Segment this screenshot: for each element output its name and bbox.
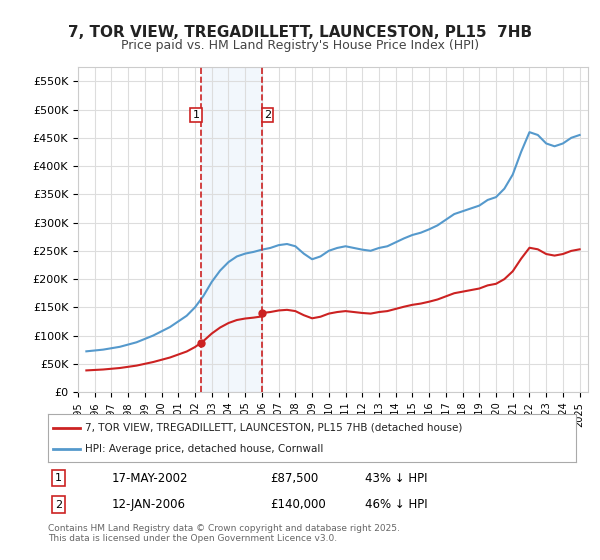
Text: 17-MAY-2002: 17-MAY-2002	[112, 472, 188, 484]
Text: HPI: Average price, detached house, Cornwall: HPI: Average price, detached house, Corn…	[85, 444, 323, 454]
Text: 7, TOR VIEW, TREGADILLETT, LAUNCESTON, PL15  7HB: 7, TOR VIEW, TREGADILLETT, LAUNCESTON, P…	[68, 25, 532, 40]
Text: £140,000: £140,000	[270, 498, 326, 511]
Text: 1: 1	[55, 473, 62, 483]
Text: £87,500: £87,500	[270, 472, 318, 484]
Text: Contains HM Land Registry data © Crown copyright and database right 2025.
This d: Contains HM Land Registry data © Crown c…	[48, 524, 400, 543]
Bar	[201, 67, 262, 392]
Text: 1: 1	[193, 110, 200, 120]
Text: 2: 2	[55, 500, 62, 510]
Text: 12-JAN-2006: 12-JAN-2006	[112, 498, 185, 511]
Text: 7, TOR VIEW, TREGADILLETT, LAUNCESTON, PL15 7HB (detached house): 7, TOR VIEW, TREGADILLETT, LAUNCESTON, P…	[85, 423, 463, 433]
Text: Price paid vs. HM Land Registry's House Price Index (HPI): Price paid vs. HM Land Registry's House …	[121, 39, 479, 52]
Text: 46% ↓ HPI: 46% ↓ HPI	[365, 498, 427, 511]
Text: 2: 2	[264, 110, 271, 120]
Text: 43% ↓ HPI: 43% ↓ HPI	[365, 472, 427, 484]
